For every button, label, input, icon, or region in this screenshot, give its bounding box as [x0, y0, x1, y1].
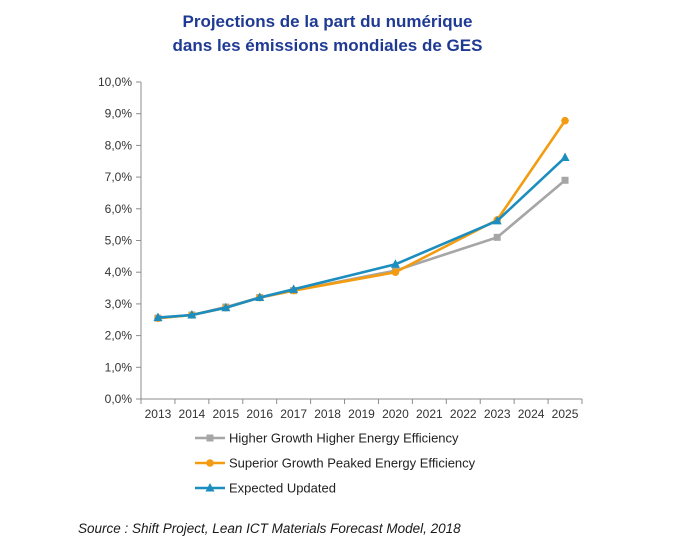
- y-tick-label: 2,0%: [105, 329, 133, 343]
- data-point-series-3: [289, 284, 299, 293]
- y-tick-label: 6,0%: [105, 202, 133, 216]
- data-point-series-3: [187, 309, 197, 319]
- y-tick-label: 4,0%: [105, 265, 133, 279]
- y-tick-label: 3,0%: [105, 297, 133, 311]
- y-tick-label: 0,0%: [105, 392, 133, 406]
- chart-title-line-1: Projections de la part du numérique: [182, 12, 473, 31]
- legend-marker-1: [206, 434, 214, 442]
- x-tick-label: 2023: [484, 407, 511, 421]
- x-tick-label: 2014: [179, 407, 206, 421]
- y-tick-label: 5,0%: [105, 234, 133, 248]
- x-tick-label: 2021: [416, 407, 443, 421]
- chart-title: Projections de la part du numérique dans…: [0, 10, 685, 58]
- x-tick-label: 2015: [212, 407, 239, 421]
- x-tick-label: 2017: [280, 407, 307, 421]
- series-line-2: [156, 119, 567, 320]
- legend-label-3: Expected Updated: [229, 481, 336, 496]
- x-tick-label: 2013: [145, 407, 172, 421]
- data-point-series-3: [221, 302, 231, 312]
- legend-marker-3: [205, 483, 215, 492]
- data-point-series-3: [153, 312, 163, 322]
- data-point-series-3: [390, 259, 400, 268]
- x-tick-label: 2019: [348, 407, 375, 421]
- data-point-series-3: [560, 152, 570, 161]
- series-line-3: [156, 156, 567, 319]
- y-tick-label: 1,0%: [105, 360, 133, 374]
- data-point-series-2: [391, 268, 400, 277]
- data-point-series-2: [561, 116, 569, 125]
- legend-label-2: Superior Growth Peaked Energy Efficiency: [229, 456, 476, 471]
- x-tick-label: 2020: [382, 407, 409, 421]
- x-tick-label: 2018: [314, 407, 341, 421]
- y-tick-label: 8,0%: [105, 138, 133, 152]
- y-tick-label: 7,0%: [105, 170, 133, 184]
- legend-marker-2: [206, 459, 214, 467]
- series-line-1: [156, 178, 567, 320]
- x-tick-label: 2016: [246, 407, 273, 421]
- x-tick-label: 2025: [552, 407, 579, 421]
- data-point-series-1: [561, 176, 569, 184]
- data-point-series-3: [492, 215, 502, 225]
- x-tick-label: 2022: [450, 407, 477, 421]
- data-point-series-3: [255, 292, 265, 302]
- legend-label-1: Higher Growth Higher Energy Efficiency: [229, 431, 459, 446]
- x-tick-label: 2024: [518, 407, 545, 421]
- source-note: Source : Shift Project, Lean ICT Materia…: [78, 521, 461, 536]
- data-point-series-1: [493, 233, 501, 241]
- chart-title-line-2: dans les émissions mondiales de GES: [172, 36, 483, 55]
- y-tick-label: 9,0%: [105, 107, 133, 121]
- y-tick-label: 10,0%: [98, 75, 132, 89]
